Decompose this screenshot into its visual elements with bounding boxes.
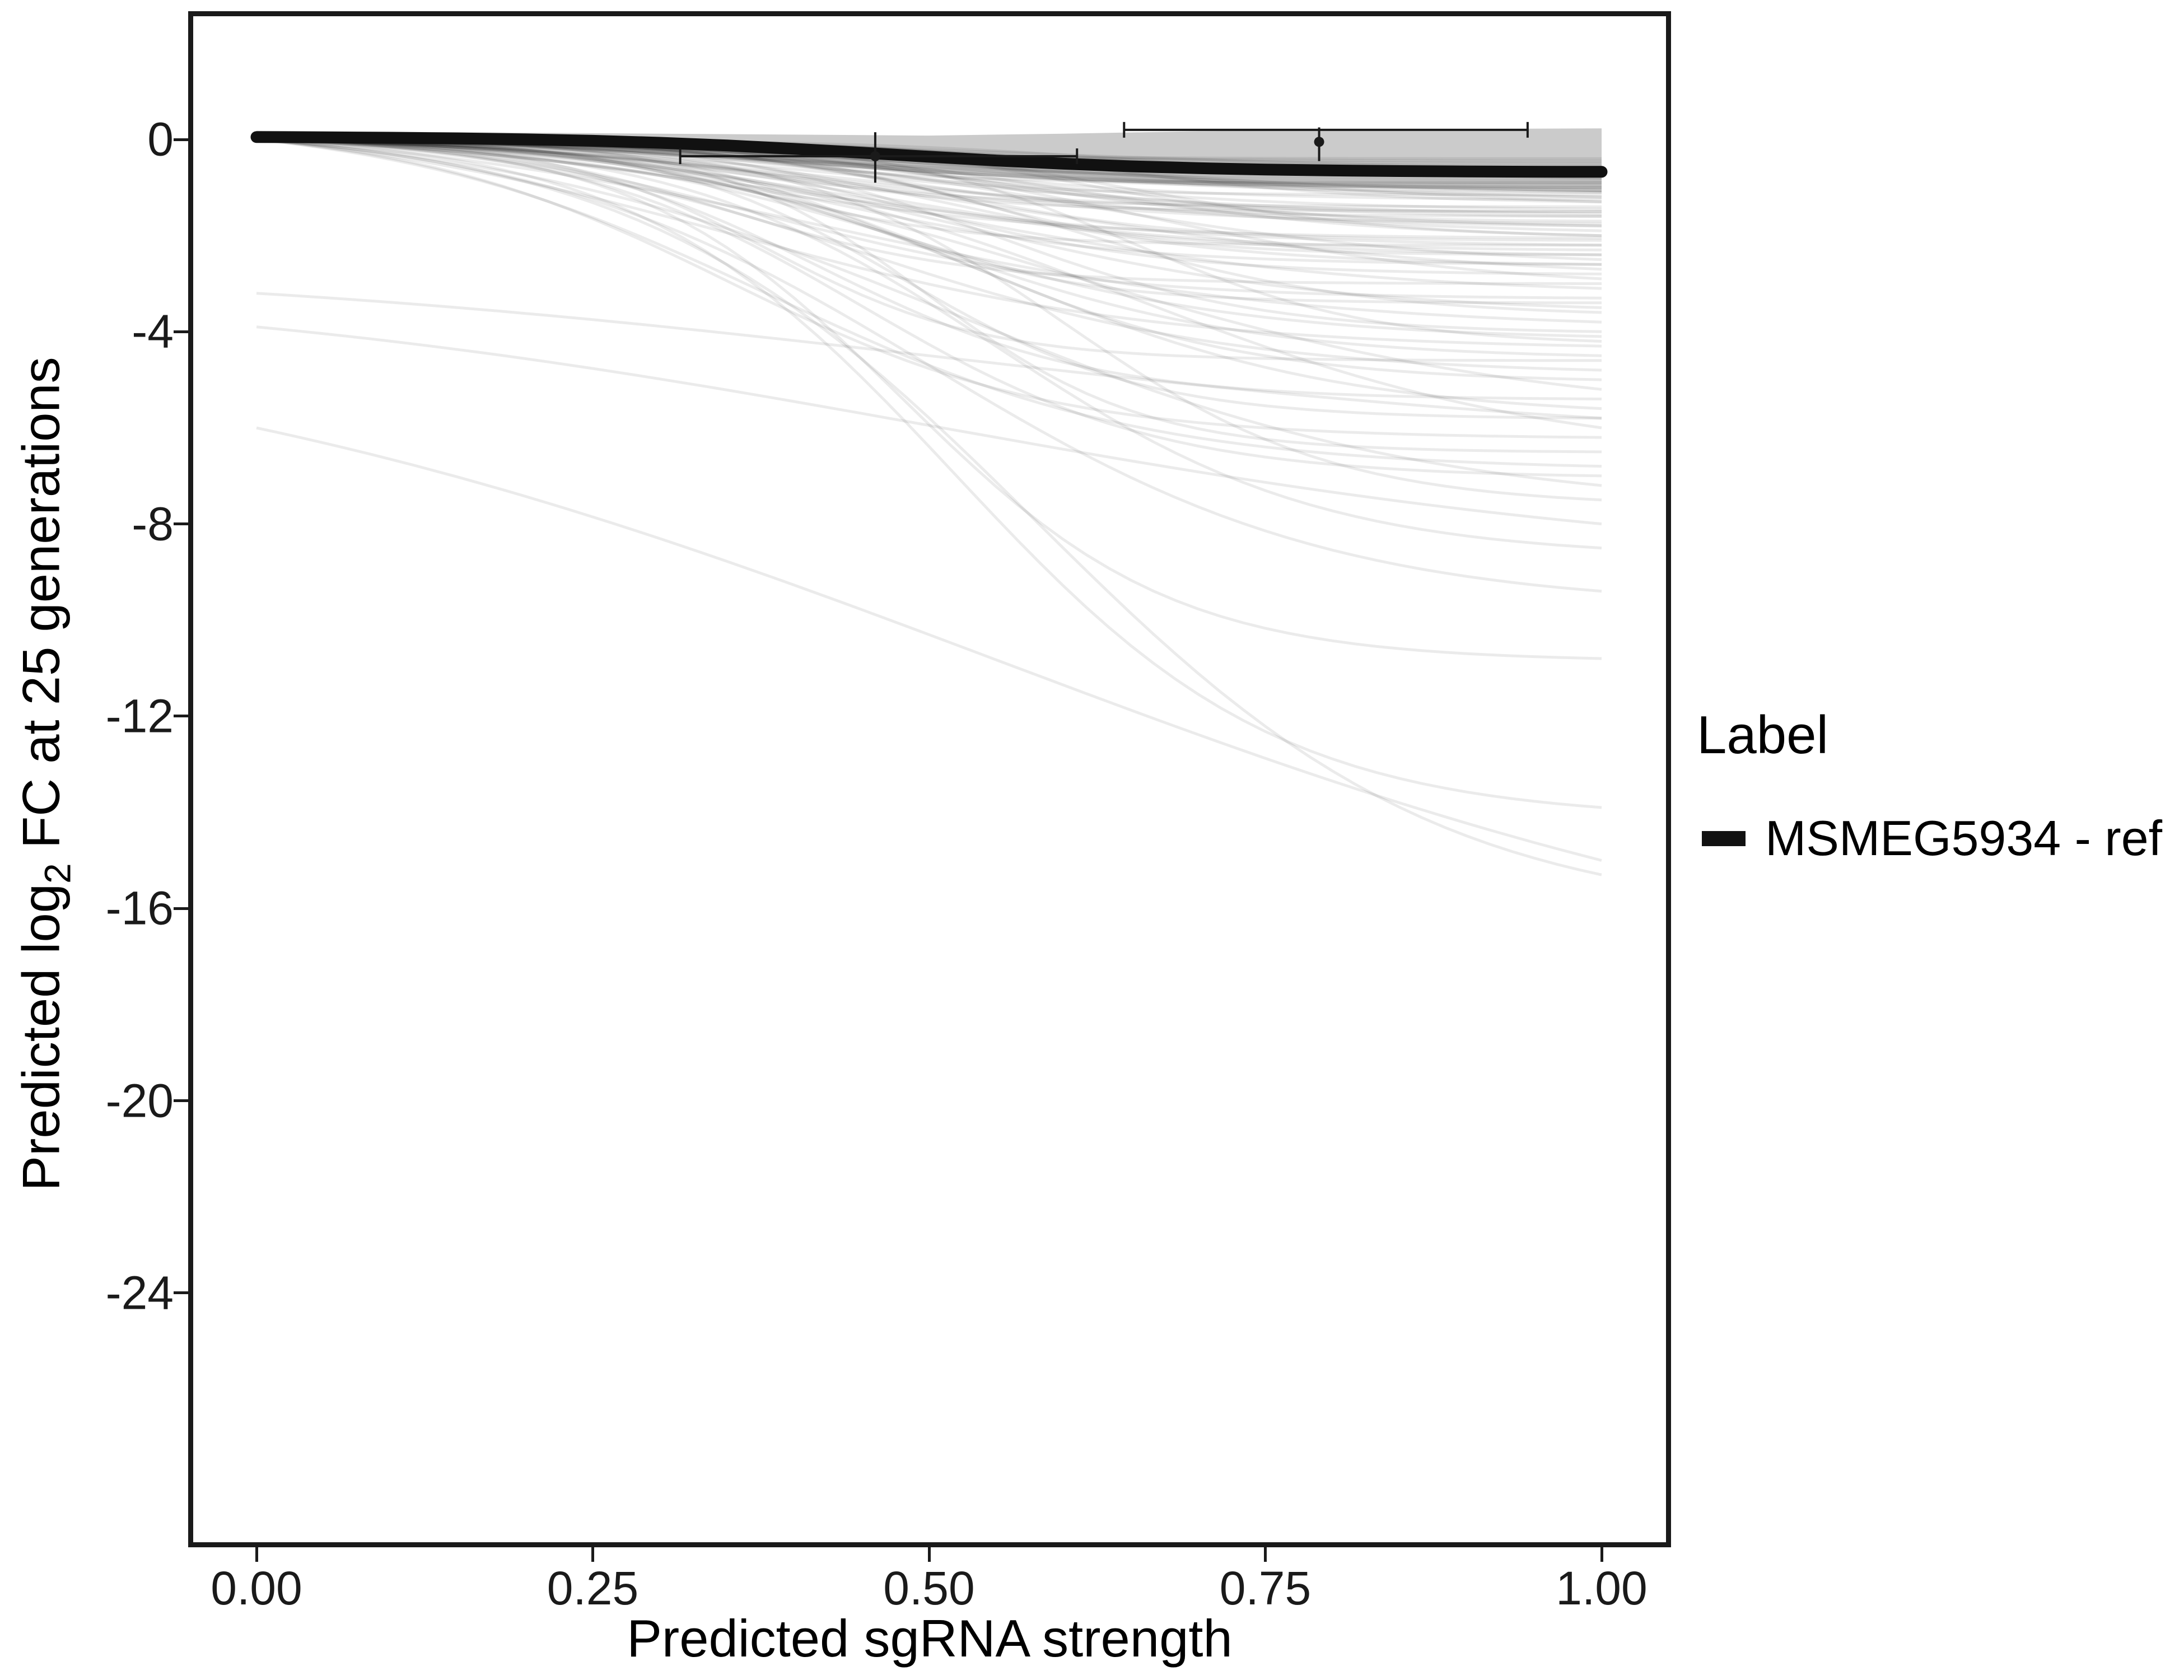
plot-canvas xyxy=(250,122,1608,876)
background-curve xyxy=(256,138,1602,266)
background-curve xyxy=(256,138,1602,550)
error-point xyxy=(1123,122,1529,161)
y-tick-mark xyxy=(174,522,188,526)
background-curve xyxy=(256,138,1602,430)
background-curve xyxy=(256,138,1602,225)
background-curve xyxy=(256,138,1602,216)
background-curve xyxy=(256,138,1602,285)
y-tick-label: -8 xyxy=(132,497,174,550)
background-curve xyxy=(256,138,1602,357)
background-curve xyxy=(256,138,1602,182)
legend-entry-label: MSMEG5934 - ref xyxy=(1765,810,2163,866)
y-axis-title-pre: Predicted log xyxy=(11,884,71,1191)
y-tick-mark xyxy=(174,138,188,141)
background-curve xyxy=(256,292,1602,420)
line-swatch-icon xyxy=(1702,830,1746,846)
background-curve xyxy=(256,138,1602,391)
y-tick-label: -4 xyxy=(132,305,174,358)
background-curve xyxy=(256,138,1602,324)
background-curve xyxy=(256,138,1602,213)
background-curve xyxy=(256,138,1602,186)
background-curve xyxy=(256,138,1602,256)
background-curve xyxy=(256,138,1602,338)
background-curve xyxy=(256,138,1602,372)
background-curve xyxy=(256,138,1602,420)
y-tick-mark xyxy=(174,330,188,333)
x-tick-mark xyxy=(1600,1547,1603,1562)
background-curve xyxy=(256,138,1602,247)
background-curve xyxy=(256,138,1602,660)
background-curve xyxy=(256,138,1602,251)
background-curve xyxy=(256,138,1602,487)
background-curve xyxy=(256,138,1602,362)
background-curve xyxy=(256,138,1602,593)
y-tick-label: -16 xyxy=(105,881,174,935)
background-curve xyxy=(256,138,1602,213)
x-tick-label: 1.00 xyxy=(1556,1562,1648,1614)
y-axis-title: Predicted log2 FC at 25 generations xyxy=(11,357,79,1191)
background-curve xyxy=(256,138,1602,309)
error-point xyxy=(679,132,1079,183)
background-curve xyxy=(256,138,1602,208)
x-tick-label: 0.75 xyxy=(1219,1562,1312,1614)
legend: Label MSMEG5934 - ref xyxy=(1697,704,2162,867)
background-curve xyxy=(256,138,1602,478)
background-curve xyxy=(256,138,1602,410)
y-tick-mark xyxy=(174,1291,188,1295)
background-curve xyxy=(256,138,1602,271)
y-tick-mark xyxy=(174,907,188,910)
background-curve xyxy=(256,138,1602,247)
point-marker xyxy=(870,151,880,162)
y-tick-mark xyxy=(174,1099,188,1103)
background-curve xyxy=(256,138,1602,290)
y-tick-mark xyxy=(174,715,188,718)
background-curve xyxy=(256,138,1602,381)
x-tick-mark xyxy=(927,1547,931,1562)
x-tick-mark xyxy=(255,1547,258,1562)
background-curve xyxy=(256,138,1602,232)
background-curve xyxy=(256,138,1602,227)
background-curve xyxy=(256,138,1602,468)
y-tick-label: -24 xyxy=(105,1266,174,1319)
x-axis-title: Predicted sgRNA strength xyxy=(627,1609,1233,1668)
y-tick-label: -12 xyxy=(105,689,174,743)
legend-title: Label xyxy=(1697,705,1828,765)
x-tick-mark xyxy=(591,1547,594,1562)
legend-key xyxy=(1697,811,1751,865)
background-curve xyxy=(256,138,1602,876)
background-curve xyxy=(256,138,1602,400)
y-tick-label: 0 xyxy=(147,113,174,166)
background-curve xyxy=(256,426,1602,862)
x-tick-label: 0.25 xyxy=(547,1562,639,1614)
point-marker xyxy=(1314,137,1324,147)
background-curve xyxy=(256,138,1602,439)
background-curve xyxy=(256,138,1602,348)
legend-entry: MSMEG5934 - ref xyxy=(1697,810,2162,867)
x-tick-label: 0.00 xyxy=(211,1562,302,1614)
background-curve xyxy=(256,138,1602,809)
background-curve xyxy=(256,138,1602,240)
background-curve xyxy=(256,325,1602,526)
plot-panel xyxy=(188,11,1671,1547)
y-tick-label: -20 xyxy=(105,1074,174,1127)
y-axis-title-sub: 2 xyxy=(36,863,78,884)
background-curve xyxy=(256,138,1602,300)
x-tick-label: 0.50 xyxy=(883,1562,975,1614)
y-axis-title-post: FC at 25 generations xyxy=(11,357,71,864)
x-tick-mark xyxy=(1264,1547,1267,1562)
